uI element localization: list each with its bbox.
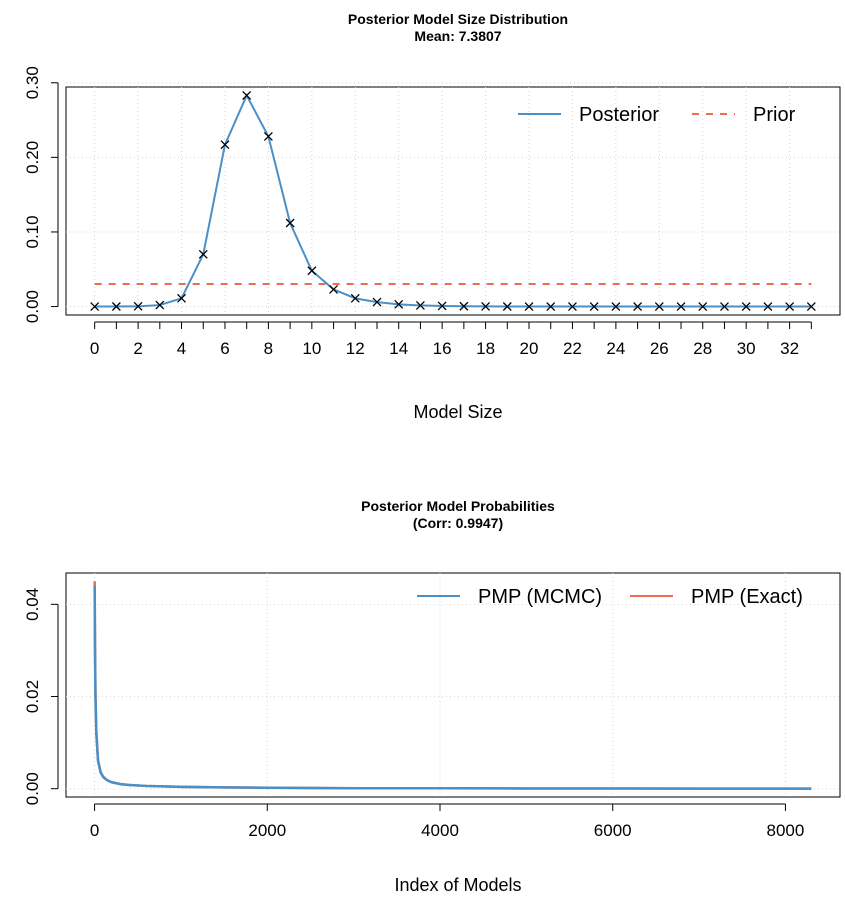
chart1-point-marker (285, 218, 295, 228)
chart1-point-marker (741, 302, 751, 312)
chart2-plot: 0 2000 4000 6000 8000 0.00 0.02 0.04 PMP (MCMC) P… (23, 572, 841, 840)
chart1-point-marker (524, 302, 534, 312)
chart1-point-marker (611, 302, 621, 312)
chart1-point-marker (394, 299, 404, 309)
chart2-y-tick-label: 0.00 (23, 772, 42, 805)
chart1-x-tick-label: 2 (133, 339, 142, 358)
chart1-y-tick-label: 0.10 (23, 215, 42, 248)
chart1-frame (65, 86, 841, 316)
chart2-x-tick-label: 6000 (594, 821, 632, 840)
chart1-y-tick-label: 0.30 (23, 66, 42, 99)
chart1-x-tick-label: 32 (780, 339, 799, 358)
chart1-point-marker (589, 302, 599, 312)
chart1-x-tick-label: 12 (346, 339, 365, 358)
chart1-point-marker (133, 301, 143, 311)
chart1-point-marker (329, 284, 339, 294)
chart1-x-tick-label: 26 (650, 339, 669, 358)
chart1-point-marker (481, 301, 491, 311)
chart1-point-marker (806, 302, 816, 312)
chart1-point-marker (567, 302, 577, 312)
chart2-series-line (93, 581, 812, 790)
chart1-point-marker (155, 300, 165, 310)
chart1-point-marker (763, 302, 773, 312)
chart1-x-tick-label: 0 (90, 339, 99, 358)
chart1-x-tick-label: 20 (520, 339, 539, 358)
chart2-subtitle: (Corr: 0.9947) (413, 515, 503, 531)
chart1-legend-label: Posterior (579, 104, 659, 126)
chart1-x-tick-label: 16 (433, 339, 452, 358)
chart1-point-marker (676, 302, 686, 312)
chart2-y-tick-label: 0.02 (23, 680, 42, 713)
chart2-frame (65, 572, 841, 798)
chart1-point-marker (263, 132, 273, 141)
chart2-legend-label: PMP (Exact) (691, 586, 803, 608)
chart1-x-tick-label: 6 (220, 339, 229, 358)
chart1-x-tick-label: 10 (302, 339, 321, 358)
chart1-series-line (94, 93, 812, 308)
chart1-point-marker (372, 297, 382, 307)
chart1-plot: 0 2 4 6 8 10 12 14 16 18 20 22 24 26 28 30 320.000.100.2… (23, 66, 841, 358)
chart1-x-tick-label: 24 (606, 339, 625, 358)
chart2-xlabel: Index of Models (394, 875, 521, 895)
chart1-title: Posterior Model Size Distribution (348, 11, 568, 27)
chart2-x-tick-label: 0 (90, 821, 99, 840)
chart1-point-marker (720, 302, 729, 312)
chart1-point-marker (415, 300, 425, 310)
chart1-point-marker (502, 302, 512, 311)
chart2-series-line (93, 585, 812, 790)
chart1-point-marker (111, 302, 121, 311)
chart2-y-tick-label: 0.04 (23, 588, 42, 621)
chart1-point-marker (350, 293, 360, 303)
chart1-y-tick-label: 0.00 (23, 290, 42, 323)
chart1-point-marker (633, 302, 643, 312)
chart1-x-tick-label: 18 (476, 339, 495, 358)
chart1-x-tick-label: 22 (563, 339, 582, 358)
chart2-x-tick-label: 8000 (767, 821, 805, 840)
chart1-x-tick-label: 30 (737, 339, 756, 358)
chart1-point-marker (459, 301, 469, 311)
chart1-point-marker (307, 266, 317, 276)
chart1-point-marker (654, 302, 664, 312)
chart1-x-tick-label: 14 (389, 339, 408, 358)
chart1-x-tick-label: 4 (177, 339, 186, 358)
chart1-point-marker (242, 90, 252, 100)
chart2-x-tick-label: 4000 (421, 821, 459, 840)
chart1-point-marker (198, 249, 208, 259)
chart1-x-tick-label: 28 (693, 339, 712, 358)
chart1-point-marker (177, 293, 186, 303)
chart1-legend-label: Prior (753, 104, 796, 126)
chart1-point-marker (698, 302, 708, 312)
chart1-point-marker (220, 140, 230, 150)
chart1-y-tick-label: 0.20 (23, 141, 42, 174)
chart1-x-tick-label: 8 (264, 339, 273, 358)
chart2-title: Posterior Model Probabilities (361, 498, 555, 514)
chart1-point-marker (546, 302, 556, 312)
chart1-point-marker (90, 302, 100, 312)
chart1-point-marker (437, 301, 447, 311)
chart1-xlabel: Model Size (413, 402, 502, 422)
chart1-subtitle: Mean: 7.3807 (414, 28, 501, 44)
chart1-point-marker (785, 302, 795, 312)
chart2-legend-label: PMP (MCMC) (478, 586, 602, 608)
chart2-x-tick-label: 2000 (248, 821, 286, 840)
